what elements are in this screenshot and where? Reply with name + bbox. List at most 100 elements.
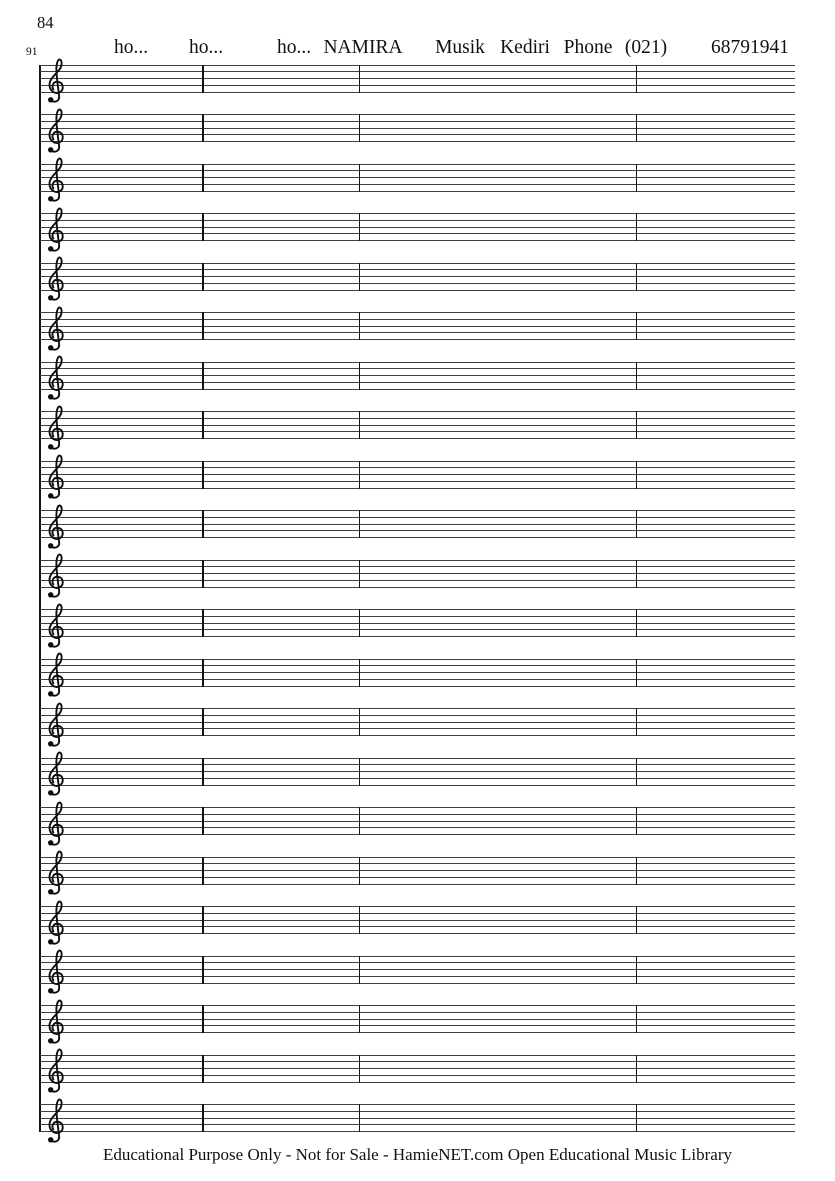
measure-barline: [202, 807, 204, 835]
treble-clef-icon: [48, 900, 64, 945]
staff-line: [40, 856, 795, 858]
staff-row: [40, 702, 795, 747]
staff-line: [40, 708, 795, 710]
staff-line: [40, 240, 795, 242]
staff-line: [40, 438, 795, 440]
staff-line: [40, 375, 795, 377]
measure-barline: [202, 757, 204, 786]
measure-barline: [635, 163, 638, 192]
treble-clef-icon: [48, 207, 64, 252]
staff-line: [40, 219, 795, 221]
staff-line: [40, 559, 795, 561]
staff-line: [40, 876, 795, 878]
measure-barline: [202, 609, 204, 637]
staff-row: [40, 108, 795, 153]
staff-line: [40, 636, 795, 638]
measure-barline: [202, 510, 204, 538]
staff-line: [40, 622, 795, 624]
measure-barline: [635, 262, 638, 291]
staff-row: [40, 58, 795, 103]
staff-row: [40, 553, 795, 598]
staff-line: [40, 530, 795, 532]
staff-line: [40, 665, 795, 667]
measure-barline: [358, 1005, 361, 1033]
measure-barline: [358, 807, 361, 835]
staff-line: [40, 926, 795, 928]
treble-clef-icon: [48, 1098, 64, 1143]
staff-line: [40, 213, 795, 215]
measure-barline: [358, 1054, 361, 1083]
staff-row: [40, 504, 795, 549]
staff-line: [40, 955, 795, 957]
measure-barline: [635, 559, 638, 588]
staff-row: [40, 949, 795, 994]
measure-barline: [635, 609, 638, 637]
staff-line: [40, 1032, 795, 1034]
header-text-item: (021): [624, 36, 668, 58]
treble-clef-icon: [48, 652, 64, 697]
staff-line: [40, 325, 795, 327]
measure-barline: [358, 708, 361, 736]
measure-barline: [635, 1104, 638, 1132]
treble-clef-icon: [48, 1048, 64, 1093]
staff-line: [40, 586, 795, 588]
treble-clef-icon: [48, 949, 64, 994]
staff-line: [40, 1068, 795, 1070]
measure-barline: [202, 955, 204, 984]
header-text-item: Kediri: [500, 36, 550, 58]
header-text-item: ho...: [113, 36, 149, 58]
staff-row: [40, 256, 795, 301]
treble-clef-icon: [48, 801, 64, 846]
measure-barline: [202, 64, 204, 93]
staff-row: [40, 603, 795, 648]
staff-line: [40, 566, 795, 568]
staff-row: [40, 801, 795, 846]
staff-line: [40, 883, 795, 885]
page-number: 84: [37, 13, 54, 32]
staff-row: [40, 355, 795, 400]
staff-line: [40, 460, 795, 462]
measure-barline: [202, 411, 204, 439]
measure-barline: [358, 114, 361, 142]
measure-barline: [635, 708, 638, 736]
measure-barline: [635, 114, 638, 142]
measure-barline: [358, 361, 361, 390]
staff-line: [40, 537, 795, 539]
staff-line: [40, 1131, 795, 1133]
measure-barline: [358, 856, 361, 885]
measure-barline: [202, 708, 204, 736]
measure-barline: [202, 559, 204, 588]
header-text-item: Musik: [435, 36, 485, 58]
staff-line: [40, 615, 795, 617]
treble-clef-icon: [48, 603, 64, 648]
staff-line: [40, 78, 795, 80]
staff-line: [40, 678, 795, 680]
measure-barline: [202, 262, 204, 291]
staff-line: [40, 982, 795, 984]
staff-line: [40, 912, 795, 914]
staff-line: [40, 91, 795, 93]
staff-line: [40, 312, 795, 314]
staff-line: [40, 1117, 795, 1119]
header-text-item: 68791941: [711, 36, 789, 58]
staff-line: [40, 431, 795, 433]
measure-barline: [358, 163, 361, 192]
treble-clef-icon: [48, 504, 64, 549]
staff-line: [40, 1074, 795, 1076]
treble-clef-icon: [48, 108, 64, 153]
staff-line: [40, 388, 795, 390]
staff-line: [40, 1011, 795, 1013]
staff-row: [40, 454, 795, 499]
measure-barline: [358, 955, 361, 984]
staff-line: [40, 962, 795, 964]
measure-barline: [635, 757, 638, 786]
staff-line: [40, 190, 795, 192]
staff-row: [40, 900, 795, 945]
measure-barline: [635, 312, 638, 340]
header-text-item: NAMIRA: [323, 36, 403, 58]
treble-clef-icon: [48, 454, 64, 499]
measure-barline: [635, 658, 638, 687]
staff-line: [40, 1104, 795, 1106]
measure-barline: [358, 262, 361, 291]
